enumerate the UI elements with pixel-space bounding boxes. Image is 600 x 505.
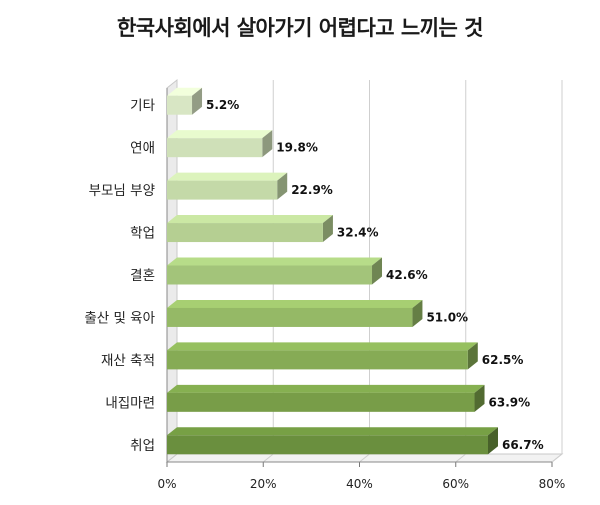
value-label: 63.9% — [489, 395, 531, 409]
category-label: 연애 — [130, 141, 155, 157]
bar-front-face — [167, 307, 413, 327]
bar-end-face — [262, 130, 273, 158]
bar-top-face — [167, 427, 498, 436]
bar-top-face — [167, 257, 383, 266]
bar — [167, 87, 203, 115]
bar-top-face — [167, 384, 485, 393]
bar-end-face — [467, 342, 478, 370]
bar-top-face — [167, 130, 273, 139]
bar-end-face — [322, 215, 333, 243]
bar-end-face — [277, 172, 288, 200]
category-label: 결혼 — [130, 268, 155, 284]
gridline-floor — [551, 453, 563, 463]
bar — [167, 342, 478, 370]
category-label: 학업 — [130, 226, 155, 242]
bar-front-face — [167, 435, 488, 455]
bar-top-face — [167, 342, 478, 351]
bar-top-face — [167, 172, 288, 181]
x-tick-label: 0% — [157, 477, 176, 491]
value-label: 51.0% — [426, 310, 468, 324]
value-label: 66.7% — [502, 438, 544, 452]
gridline-floor — [359, 453, 370, 463]
bar-end-face — [192, 87, 203, 115]
value-label: 42.6% — [386, 268, 428, 282]
bar-top-face — [167, 299, 423, 308]
category-label: 출산 및 육아 — [84, 310, 155, 326]
bar — [167, 215, 333, 243]
gridline-floor — [455, 453, 467, 463]
bar-front-face — [167, 223, 323, 243]
category-label: 취업 — [130, 438, 155, 454]
bar — [167, 257, 383, 285]
bar-front-face — [167, 180, 278, 200]
value-label: 32.4% — [337, 226, 379, 240]
bar-front-face — [167, 350, 468, 370]
gridline-floor — [262, 453, 274, 463]
value-label: 5.2% — [206, 98, 239, 112]
bar — [167, 384, 485, 412]
bar-front-face — [167, 392, 475, 412]
x-tick-label: 60% — [442, 477, 469, 491]
bar — [167, 172, 288, 200]
chart-title: 한국사회에서 살아가기 어렵다고 느끼는 것 — [116, 16, 484, 40]
bar-end-face — [372, 257, 383, 285]
category-label: 내집마련 — [105, 395, 155, 411]
bar-front-face — [167, 265, 373, 285]
label-layer: 기타 5.2% 연애 19.8% 부모님 부양 22.9% 학업 32.4% 결혼 42.6% 출산… — [84, 98, 543, 454]
bar — [167, 427, 498, 455]
x-tick-label: 40% — [346, 477, 373, 491]
bar — [167, 130, 273, 158]
x-tick-label: 80% — [539, 477, 566, 491]
value-label: 22.9% — [291, 183, 333, 197]
bar-end-face — [474, 384, 485, 412]
category-label: 부모님 부양 — [89, 183, 155, 199]
category-label: 재산 축적 — [101, 353, 155, 369]
bar-front-face — [167, 95, 193, 115]
bar-end-face — [412, 299, 423, 327]
bar-end-face — [487, 427, 498, 455]
bar-top-face — [167, 215, 333, 224]
bar-front-face — [167, 138, 263, 158]
x-tick-label: 20% — [250, 477, 277, 491]
value-label: 19.8% — [276, 141, 318, 155]
value-label: 62.5% — [482, 353, 524, 367]
bar-top-face — [167, 87, 203, 96]
category-label: 기타 — [130, 98, 155, 114]
bar — [167, 299, 423, 327]
bar-layer — [167, 87, 498, 455]
